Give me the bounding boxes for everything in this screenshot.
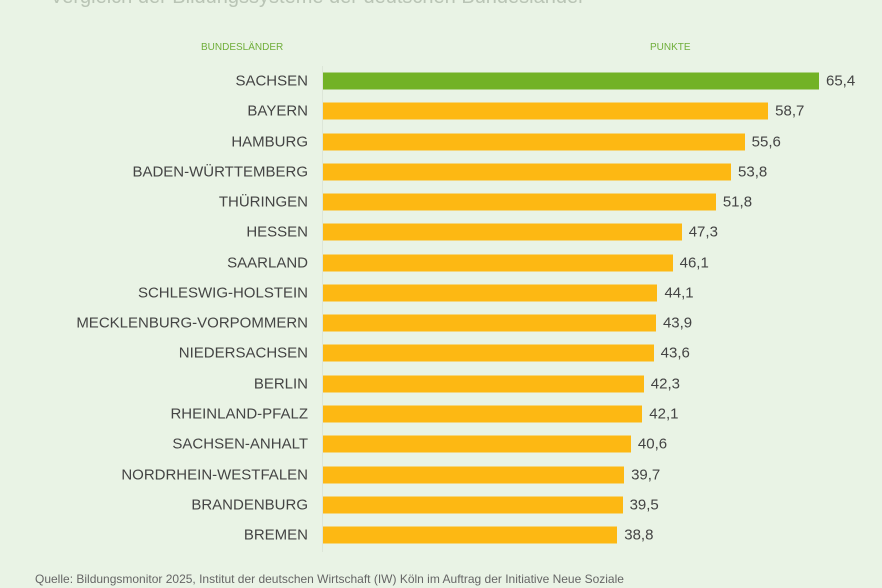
value-label: 43,6 (660, 344, 690, 362)
category-label: SCHLESWIG-HOLSTEIN (137, 284, 308, 302)
value-label: 42,1 (649, 405, 679, 423)
category-label: BAYERN (247, 102, 308, 120)
axis-line (322, 66, 323, 552)
category-label: SACHSEN-ANHALT (172, 435, 308, 453)
bar-hamburg (323, 133, 745, 151)
bar-thüringen (323, 193, 716, 211)
value-label: 42,3 (650, 375, 680, 393)
category-label: NIEDERSACHSEN (178, 344, 308, 362)
category-header: BUNDESLÄNDER (201, 42, 284, 53)
value-header: PUNKTE (650, 42, 691, 53)
bar-bayern (323, 102, 769, 120)
category-label: BREMEN (243, 526, 308, 544)
category-label: SAARLAND (227, 254, 308, 272)
value-label: 47,3 (688, 223, 718, 241)
category-label: RHEINLAND-PFALZ (170, 405, 308, 423)
bar-sachsen-anhalt (323, 435, 631, 453)
bar-bremen (323, 526, 618, 544)
value-label: 44,1 (664, 284, 694, 302)
value-label: 58,7 (775, 102, 805, 120)
bar-schleswig-holstein (323, 284, 658, 302)
category-label: BRANDENBURG (191, 496, 308, 514)
value-label: 40,6 (637, 435, 668, 453)
source-note: Quelle: Bildungsmonitor 2025, Institut d… (35, 572, 624, 586)
value-label: 43,9 (662, 314, 693, 332)
value-label: 46,1 (679, 254, 709, 272)
bar-baden-württemberg (323, 163, 732, 181)
category-label: BADEN-WÜRTTEMBERG (132, 163, 308, 181)
value-label: 65,4 (826, 72, 856, 90)
bar-rheinland-pfalz (323, 405, 643, 423)
value-label: 39,5 (629, 496, 659, 514)
bar-niedersachsen (323, 344, 654, 362)
category-label: THÜRINGEN (218, 193, 308, 211)
value-label: 51,8 (722, 193, 753, 211)
value-label: 53,8 (738, 163, 768, 181)
value-label: 39,7 (631, 466, 661, 483)
value-label: 38,8 (624, 526, 654, 544)
category-label: NORDRHEIN-WESTFALEN (121, 466, 308, 483)
bar-mecklenburg-vorpommern (323, 314, 656, 332)
bar-nordrhein-westfalen (323, 466, 625, 483)
bar-brandenburg (323, 496, 623, 514)
bar-hessen (323, 223, 682, 241)
chart-title: Vergleich der Bildungssysteme der deutsc… (50, 0, 585, 9)
category-label: HAMBURG (231, 133, 308, 151)
value-label: 55,6 (751, 133, 781, 151)
category-label: BERLIN (253, 375, 308, 393)
bar-sachsen (323, 72, 819, 90)
bar-saarland (323, 254, 673, 272)
category-label: SACHSEN (235, 72, 308, 90)
bar-berlin (323, 375, 644, 393)
category-label: HESSEN (246, 223, 308, 241)
category-label: MECKLENBURG-VORPOMMERN (76, 314, 308, 332)
